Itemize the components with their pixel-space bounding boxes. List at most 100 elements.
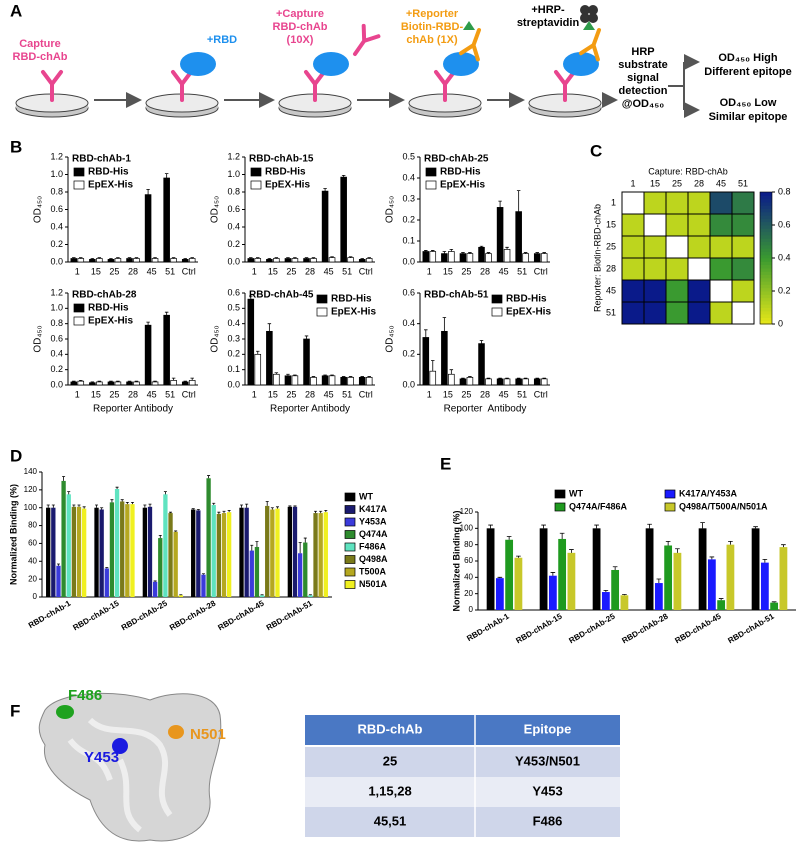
legend-label: WT [569, 488, 583, 498]
step-label: chAb (1X) [406, 34, 458, 46]
legend-label: EpEX-His [331, 307, 376, 318]
bar [56, 565, 61, 597]
error-bar [700, 522, 705, 529]
y-tick-label: 0.6 [227, 287, 240, 297]
error-bar [523, 377, 528, 379]
bar [170, 380, 177, 386]
x-tick-label: 15 [443, 266, 453, 276]
error-bar [781, 544, 786, 548]
x-tick-label: 25 [461, 266, 471, 276]
x-tick-label: RBD-chAb-45 [673, 611, 723, 645]
bar [104, 568, 109, 597]
x-tick-label: RBD-chAb-51 [726, 611, 776, 645]
colorbar-segment [760, 241, 772, 246]
bar [486, 528, 495, 610]
y-tick-label: 0.2 [402, 214, 415, 224]
bar [178, 595, 183, 597]
error-bar [72, 380, 76, 382]
x-tick-label: 1 [75, 266, 80, 276]
bar [71, 506, 77, 597]
error-bar [498, 377, 502, 379]
error-bar [622, 594, 627, 596]
error-bar [270, 507, 274, 510]
error-bar [431, 360, 435, 372]
bar [441, 330, 448, 386]
error-bar [523, 252, 528, 254]
colorbar-segment [760, 192, 772, 196]
error-bar [146, 188, 150, 195]
heatmap-cell [643, 301, 667, 325]
error-bar [367, 257, 371, 259]
colorbar-segment [760, 261, 772, 266]
y-tick-label: 15 [606, 219, 616, 229]
legend-label: Q498A [359, 554, 388, 564]
legend-label: RBD-His [506, 294, 547, 305]
y-tick-label: 120 [460, 507, 474, 516]
error-bar [274, 372, 279, 375]
bar [163, 314, 170, 386]
y-tick-label: 1.0 [50, 303, 63, 313]
y-tick-label: 0.3 [227, 333, 240, 343]
detection-label: detection [619, 85, 668, 97]
table-header: RBD-chAb [358, 721, 423, 736]
heatmap-cell [709, 191, 733, 215]
bar [540, 253, 548, 263]
legend-swatch [73, 180, 85, 190]
x-tick-label: 1 [630, 178, 635, 188]
detection-label: @OD₄₅₀ [622, 98, 665, 110]
error-bar [559, 532, 565, 539]
x-tick-label: RBD-chAb-28 [168, 598, 218, 632]
y-tick-label: 0.0 [227, 379, 240, 389]
error-bar [217, 511, 221, 514]
y-tick-label: 60 [464, 556, 473, 565]
y-tick-label: 0.2 [50, 239, 63, 249]
heatmap-cell [731, 235, 755, 259]
x-tick-label: 45 [324, 266, 334, 276]
bar [275, 508, 280, 597]
heatmap-cell [687, 191, 711, 215]
table-row-bg [305, 777, 620, 807]
bar [310, 376, 317, 386]
x-tick-label: 28 [128, 389, 138, 399]
bar [188, 258, 196, 263]
error-bar [505, 246, 509, 250]
error-bar [468, 376, 472, 378]
y-tick-label: 0.0 [50, 379, 63, 389]
error-bar [153, 380, 157, 382]
y-tick-label: 0.4 [50, 349, 63, 359]
error-bar [569, 549, 574, 553]
x-tick-label: Ctrl [359, 389, 373, 399]
bar [270, 509, 275, 597]
error-bar [116, 380, 120, 382]
x-tick-label: RBD-chAb-51 [265, 598, 315, 632]
bar [466, 376, 474, 386]
legend-swatch [73, 316, 85, 326]
bar [107, 259, 115, 263]
heatmap-cell [665, 257, 689, 281]
x-axis-label: Capture: RBD-chAb [648, 166, 728, 176]
step-label: +Reporter [406, 8, 459, 20]
error-bar [256, 350, 260, 355]
heatmap-cell [731, 191, 755, 215]
legend-label: N501A [359, 579, 388, 589]
rbd [443, 52, 479, 76]
legend-swatch [664, 502, 676, 512]
bar [76, 506, 82, 597]
x-tick-label: Ctrl [534, 266, 548, 276]
colorbar-segment [760, 300, 772, 305]
colorbar-segment [760, 234, 772, 239]
bar [358, 376, 366, 386]
colorbar-segment [760, 211, 772, 216]
panel-label: B [10, 137, 22, 156]
error-bar [497, 576, 503, 579]
y-axis-label: OD₄₅₀ [385, 196, 396, 223]
bracket [668, 62, 685, 110]
bar [168, 513, 173, 597]
bar [340, 176, 347, 263]
antibody [41, 70, 63, 102]
error-bar [293, 374, 297, 376]
bar [292, 506, 298, 597]
error-bar [603, 590, 609, 593]
y-tick-label: 0.0 [50, 256, 63, 266]
